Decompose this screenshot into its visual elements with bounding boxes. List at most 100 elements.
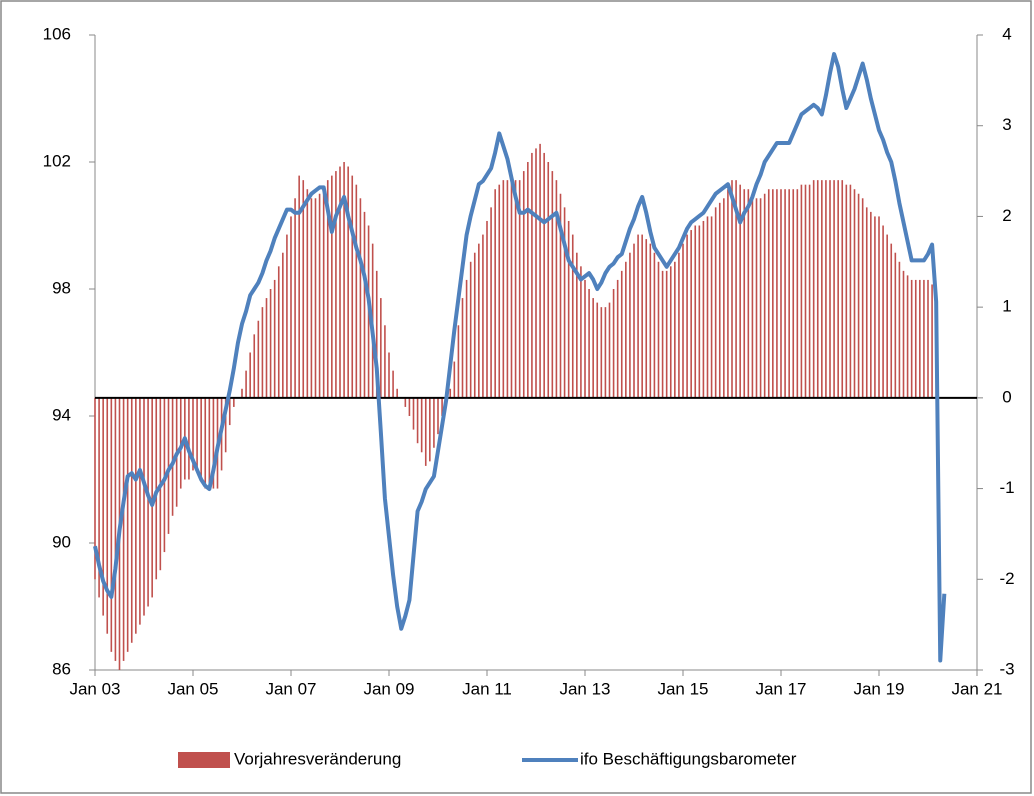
bar bbox=[265, 298, 268, 398]
bar bbox=[241, 388, 243, 398]
bar bbox=[171, 397, 174, 516]
bar bbox=[478, 243, 480, 398]
bar bbox=[600, 307, 603, 398]
x-tick-label: Jan 05 bbox=[167, 679, 218, 698]
bar bbox=[584, 279, 586, 398]
bar bbox=[739, 184, 741, 398]
bar bbox=[510, 180, 513, 398]
bar bbox=[849, 184, 852, 398]
bar bbox=[567, 220, 570, 398]
bar bbox=[653, 252, 656, 398]
bar bbox=[384, 325, 386, 398]
bar bbox=[559, 193, 562, 398]
bar bbox=[727, 189, 729, 398]
bar bbox=[853, 189, 856, 398]
bar bbox=[110, 397, 113, 652]
bar bbox=[200, 397, 202, 480]
bar bbox=[657, 261, 660, 398]
y2-tick-label: 1 bbox=[1002, 297, 1011, 316]
bar bbox=[788, 189, 790, 398]
bar bbox=[784, 189, 786, 398]
bar bbox=[874, 216, 876, 398]
bar bbox=[710, 216, 713, 398]
bar bbox=[122, 397, 125, 661]
bar bbox=[196, 397, 198, 471]
bar bbox=[821, 180, 823, 398]
x-tick-label: Jan 09 bbox=[363, 679, 414, 698]
bar bbox=[919, 279, 921, 398]
bar bbox=[865, 207, 868, 398]
bar bbox=[776, 189, 778, 398]
bar bbox=[698, 225, 701, 398]
bar bbox=[494, 189, 496, 398]
bar bbox=[253, 334, 256, 398]
y-tick-label: 86 bbox=[52, 659, 71, 678]
bar bbox=[886, 234, 888, 398]
x-tick-label: Jan 19 bbox=[853, 679, 904, 698]
x-tick-label: Jan 11 bbox=[462, 679, 512, 698]
bar bbox=[608, 302, 611, 398]
bar bbox=[212, 397, 215, 489]
bar bbox=[563, 207, 566, 398]
y2-tick-label: -1 bbox=[999, 478, 1014, 497]
bar bbox=[580, 266, 582, 398]
bar bbox=[310, 198, 313, 398]
bar bbox=[298, 175, 300, 398]
bar bbox=[649, 243, 652, 398]
bar bbox=[473, 252, 476, 398]
bar bbox=[359, 198, 362, 398]
bar bbox=[114, 397, 117, 661]
bar bbox=[408, 397, 411, 416]
legend-label: ifo Beschäftigungsbarometer bbox=[580, 749, 797, 768]
bar bbox=[498, 184, 501, 398]
bar bbox=[596, 302, 599, 398]
bar bbox=[755, 198, 758, 398]
bar bbox=[898, 261, 901, 398]
bar bbox=[629, 252, 631, 398]
bar bbox=[224, 397, 227, 453]
bar bbox=[825, 180, 827, 398]
bar bbox=[294, 198, 296, 398]
bar bbox=[706, 216, 709, 398]
bar bbox=[261, 307, 264, 398]
bar bbox=[772, 189, 774, 398]
bar bbox=[845, 184, 848, 398]
bar bbox=[375, 270, 378, 398]
bar bbox=[143, 397, 145, 616]
bar bbox=[641, 234, 643, 398]
bar bbox=[433, 397, 435, 448]
bar bbox=[661, 270, 664, 398]
bar bbox=[882, 225, 884, 398]
bar bbox=[914, 279, 917, 398]
bar bbox=[453, 361, 456, 398]
bar bbox=[396, 388, 398, 398]
x-tick-label: Jan 17 bbox=[755, 679, 806, 698]
bar bbox=[604, 307, 607, 398]
bar bbox=[543, 152, 545, 398]
bar bbox=[674, 261, 676, 398]
bar bbox=[767, 189, 770, 398]
bar bbox=[208, 397, 211, 489]
bar bbox=[269, 289, 272, 398]
bar bbox=[245, 370, 247, 398]
bar bbox=[694, 225, 697, 398]
x-tick-label: Jan 15 bbox=[657, 679, 708, 698]
bar bbox=[457, 325, 460, 398]
bar bbox=[139, 397, 141, 625]
bar bbox=[902, 270, 905, 398]
bar bbox=[751, 193, 754, 398]
bar bbox=[302, 180, 305, 398]
bar bbox=[514, 180, 517, 398]
bar bbox=[735, 180, 737, 398]
bar bbox=[906, 275, 909, 398]
bar bbox=[277, 266, 280, 398]
x-tick-label: Jan 13 bbox=[559, 679, 610, 698]
y2-tick-label: -3 bbox=[999, 659, 1014, 678]
bar bbox=[816, 180, 819, 398]
bar bbox=[126, 397, 129, 652]
bar bbox=[461, 298, 464, 398]
y-tick-label: 94 bbox=[52, 405, 71, 424]
bar bbox=[424, 397, 427, 466]
bar bbox=[612, 289, 615, 398]
